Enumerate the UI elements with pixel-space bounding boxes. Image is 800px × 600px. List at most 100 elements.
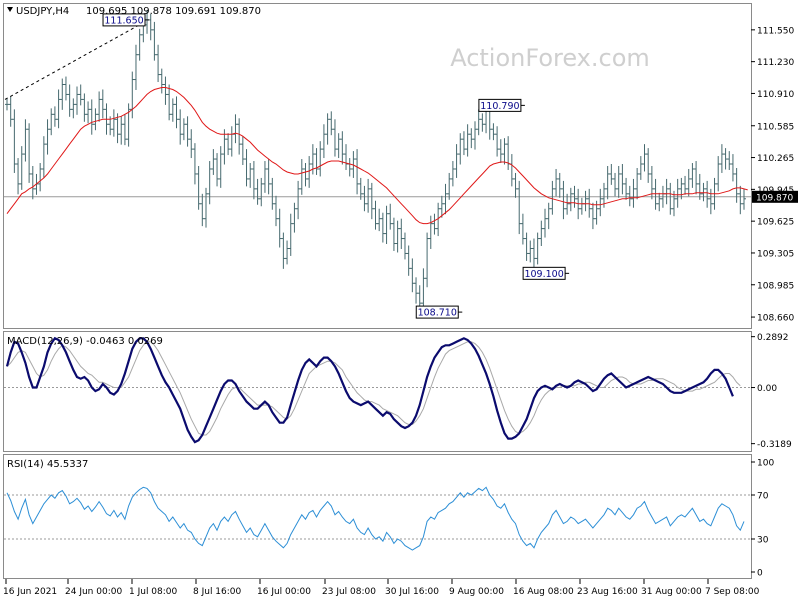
price-bar (251, 161, 256, 200)
price-bar (362, 185, 367, 212)
price-bar (642, 144, 647, 172)
svg-text:109.100: 109.100 (524, 269, 563, 280)
price-bar (701, 182, 706, 202)
price-bar (624, 177, 629, 200)
price-bar (616, 166, 621, 198)
price-bar (215, 153, 220, 187)
time-axis-label: 9 Aug 00:00 (449, 587, 504, 597)
price-bar (461, 131, 466, 156)
time-axis-label: 30 Jul 16:00 (385, 587, 439, 597)
price-bar (226, 133, 231, 156)
price-bar (200, 193, 205, 227)
price-bar (627, 185, 632, 207)
price-bar (495, 126, 500, 157)
price-bar (167, 84, 172, 121)
price-bar (690, 163, 695, 188)
rsi-axis-label: 70 (757, 492, 769, 502)
price-bar (524, 232, 529, 261)
price-bar (222, 129, 227, 165)
symbol-dropdown-icon[interactable] (7, 7, 13, 12)
price-bar (443, 183, 448, 215)
svg-text:110.790: 110.790 (480, 101, 519, 112)
price-bar (498, 139, 503, 164)
symbol-header: USDJPY,H4 (16, 6, 69, 17)
price-bar (668, 182, 673, 215)
price-bar (730, 154, 735, 182)
price-moving-average-line (6, 87, 748, 225)
price-bar (163, 76, 168, 105)
price-bar (480, 113, 485, 132)
price-bar (587, 188, 592, 218)
price-label: 108.710 (415, 305, 463, 319)
time-axis-label: 7 Sep 08:00 (705, 587, 760, 597)
current-price-box (752, 190, 798, 203)
price-bar (45, 119, 50, 155)
price-bar (697, 173, 702, 200)
price-bar (185, 116, 190, 147)
price-bar (635, 167, 640, 200)
price-bar (303, 163, 308, 187)
price-bar (237, 118, 242, 155)
price-axis-label: 111.550 (757, 26, 794, 36)
price-bar (631, 178, 636, 208)
price-bar (296, 180, 301, 220)
price-bar (425, 232, 430, 288)
current-price-label: 109.870 (756, 193, 793, 203)
price-bar (694, 161, 699, 195)
price-bar (528, 240, 533, 263)
macd-axis-label: 0.2892 (757, 333, 789, 343)
price-bar (78, 84, 83, 106)
price-bar (49, 108, 54, 136)
price-bar (605, 166, 610, 200)
price-bar (314, 148, 319, 175)
price-bar (395, 220, 400, 253)
price-bar (517, 180, 522, 235)
macd-header: MACD(12,26,9) -0.0463 0.0269 (7, 336, 163, 347)
price-bar (196, 166, 201, 210)
price-bar (27, 123, 32, 183)
price-bar (565, 193, 570, 215)
price-bar (708, 188, 713, 215)
price-bar (402, 232, 407, 260)
price-bar (307, 156, 312, 188)
price-bar (675, 178, 680, 208)
svg-text:111.650: 111.650 (104, 15, 143, 26)
price-bar (100, 89, 105, 119)
price-bar (174, 96, 179, 129)
price-bar (82, 93, 87, 122)
price-axis-label: 110.265 (757, 154, 794, 164)
price-bar (391, 217, 396, 251)
price-bar (288, 213, 293, 256)
time-axis-label: 8 Jul 16:00 (193, 587, 242, 597)
price-bar (115, 113, 120, 144)
price-bar (281, 232, 286, 269)
price-bar (399, 218, 404, 249)
price-bar (156, 44, 161, 83)
price-bar (646, 148, 651, 183)
price-bar (56, 89, 61, 129)
price-bar (38, 163, 43, 192)
price-bar (89, 99, 94, 135)
time-axis-label: 16 Jun 2021 (3, 587, 57, 597)
price-bar (170, 98, 175, 122)
time-axis-label: 16 Aug 08:00 (513, 587, 574, 597)
price-bar (318, 141, 323, 177)
price-bar (178, 109, 183, 145)
price-bar (550, 180, 555, 215)
price-bar (406, 245, 411, 276)
price-bar (255, 178, 260, 205)
price-axis-label: 109.305 (757, 249, 794, 259)
price-panel-frame (3, 3, 752, 329)
time-axis-label: 31 Aug 00:00 (641, 587, 702, 597)
price-bar (60, 78, 65, 110)
price-bar (705, 180, 710, 208)
price-bar (181, 118, 186, 141)
price-bar (535, 232, 540, 265)
price-bar (325, 113, 330, 145)
price-bar (738, 185, 743, 215)
time-axis-label: 23 Aug 16:00 (577, 587, 638, 597)
price-bar (122, 114, 127, 146)
price-bar (557, 172, 562, 198)
svg-text:108.710: 108.710 (418, 308, 457, 319)
